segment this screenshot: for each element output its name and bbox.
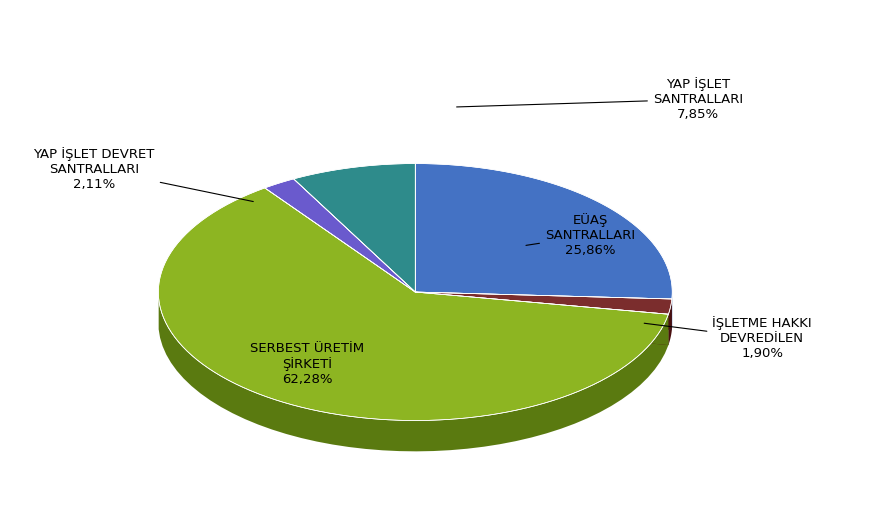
Polygon shape [159, 188, 669, 420]
Text: YAP İŞLET
SANTRALLARI
7,85%: YAP İŞLET SANTRALLARI 7,85% [457, 78, 743, 121]
Text: İŞLETME HAKKI
DEVREDİLEN
1,90%: İŞLETME HAKKI DEVREDİLEN 1,90% [644, 316, 812, 360]
Polygon shape [415, 164, 672, 299]
Polygon shape [159, 299, 669, 451]
Polygon shape [415, 292, 669, 345]
Polygon shape [415, 292, 672, 314]
Polygon shape [415, 292, 672, 330]
Text: SERBEST ÜRETİM
ŞİRKETİ
62,28%: SERBEST ÜRETİM ŞİRKETİ 62,28% [250, 342, 364, 386]
Polygon shape [294, 164, 415, 292]
Text: EÜAŞ
SANTRALLARI
25,86%: EÜAŞ SANTRALLARI 25,86% [526, 213, 635, 258]
Polygon shape [265, 179, 415, 292]
Text: YAP İŞLET DEVRET
SANTRALLARI
2,11%: YAP İŞLET DEVRET SANTRALLARI 2,11% [34, 147, 253, 202]
Polygon shape [415, 292, 672, 330]
Polygon shape [669, 299, 672, 345]
Polygon shape [415, 292, 669, 345]
